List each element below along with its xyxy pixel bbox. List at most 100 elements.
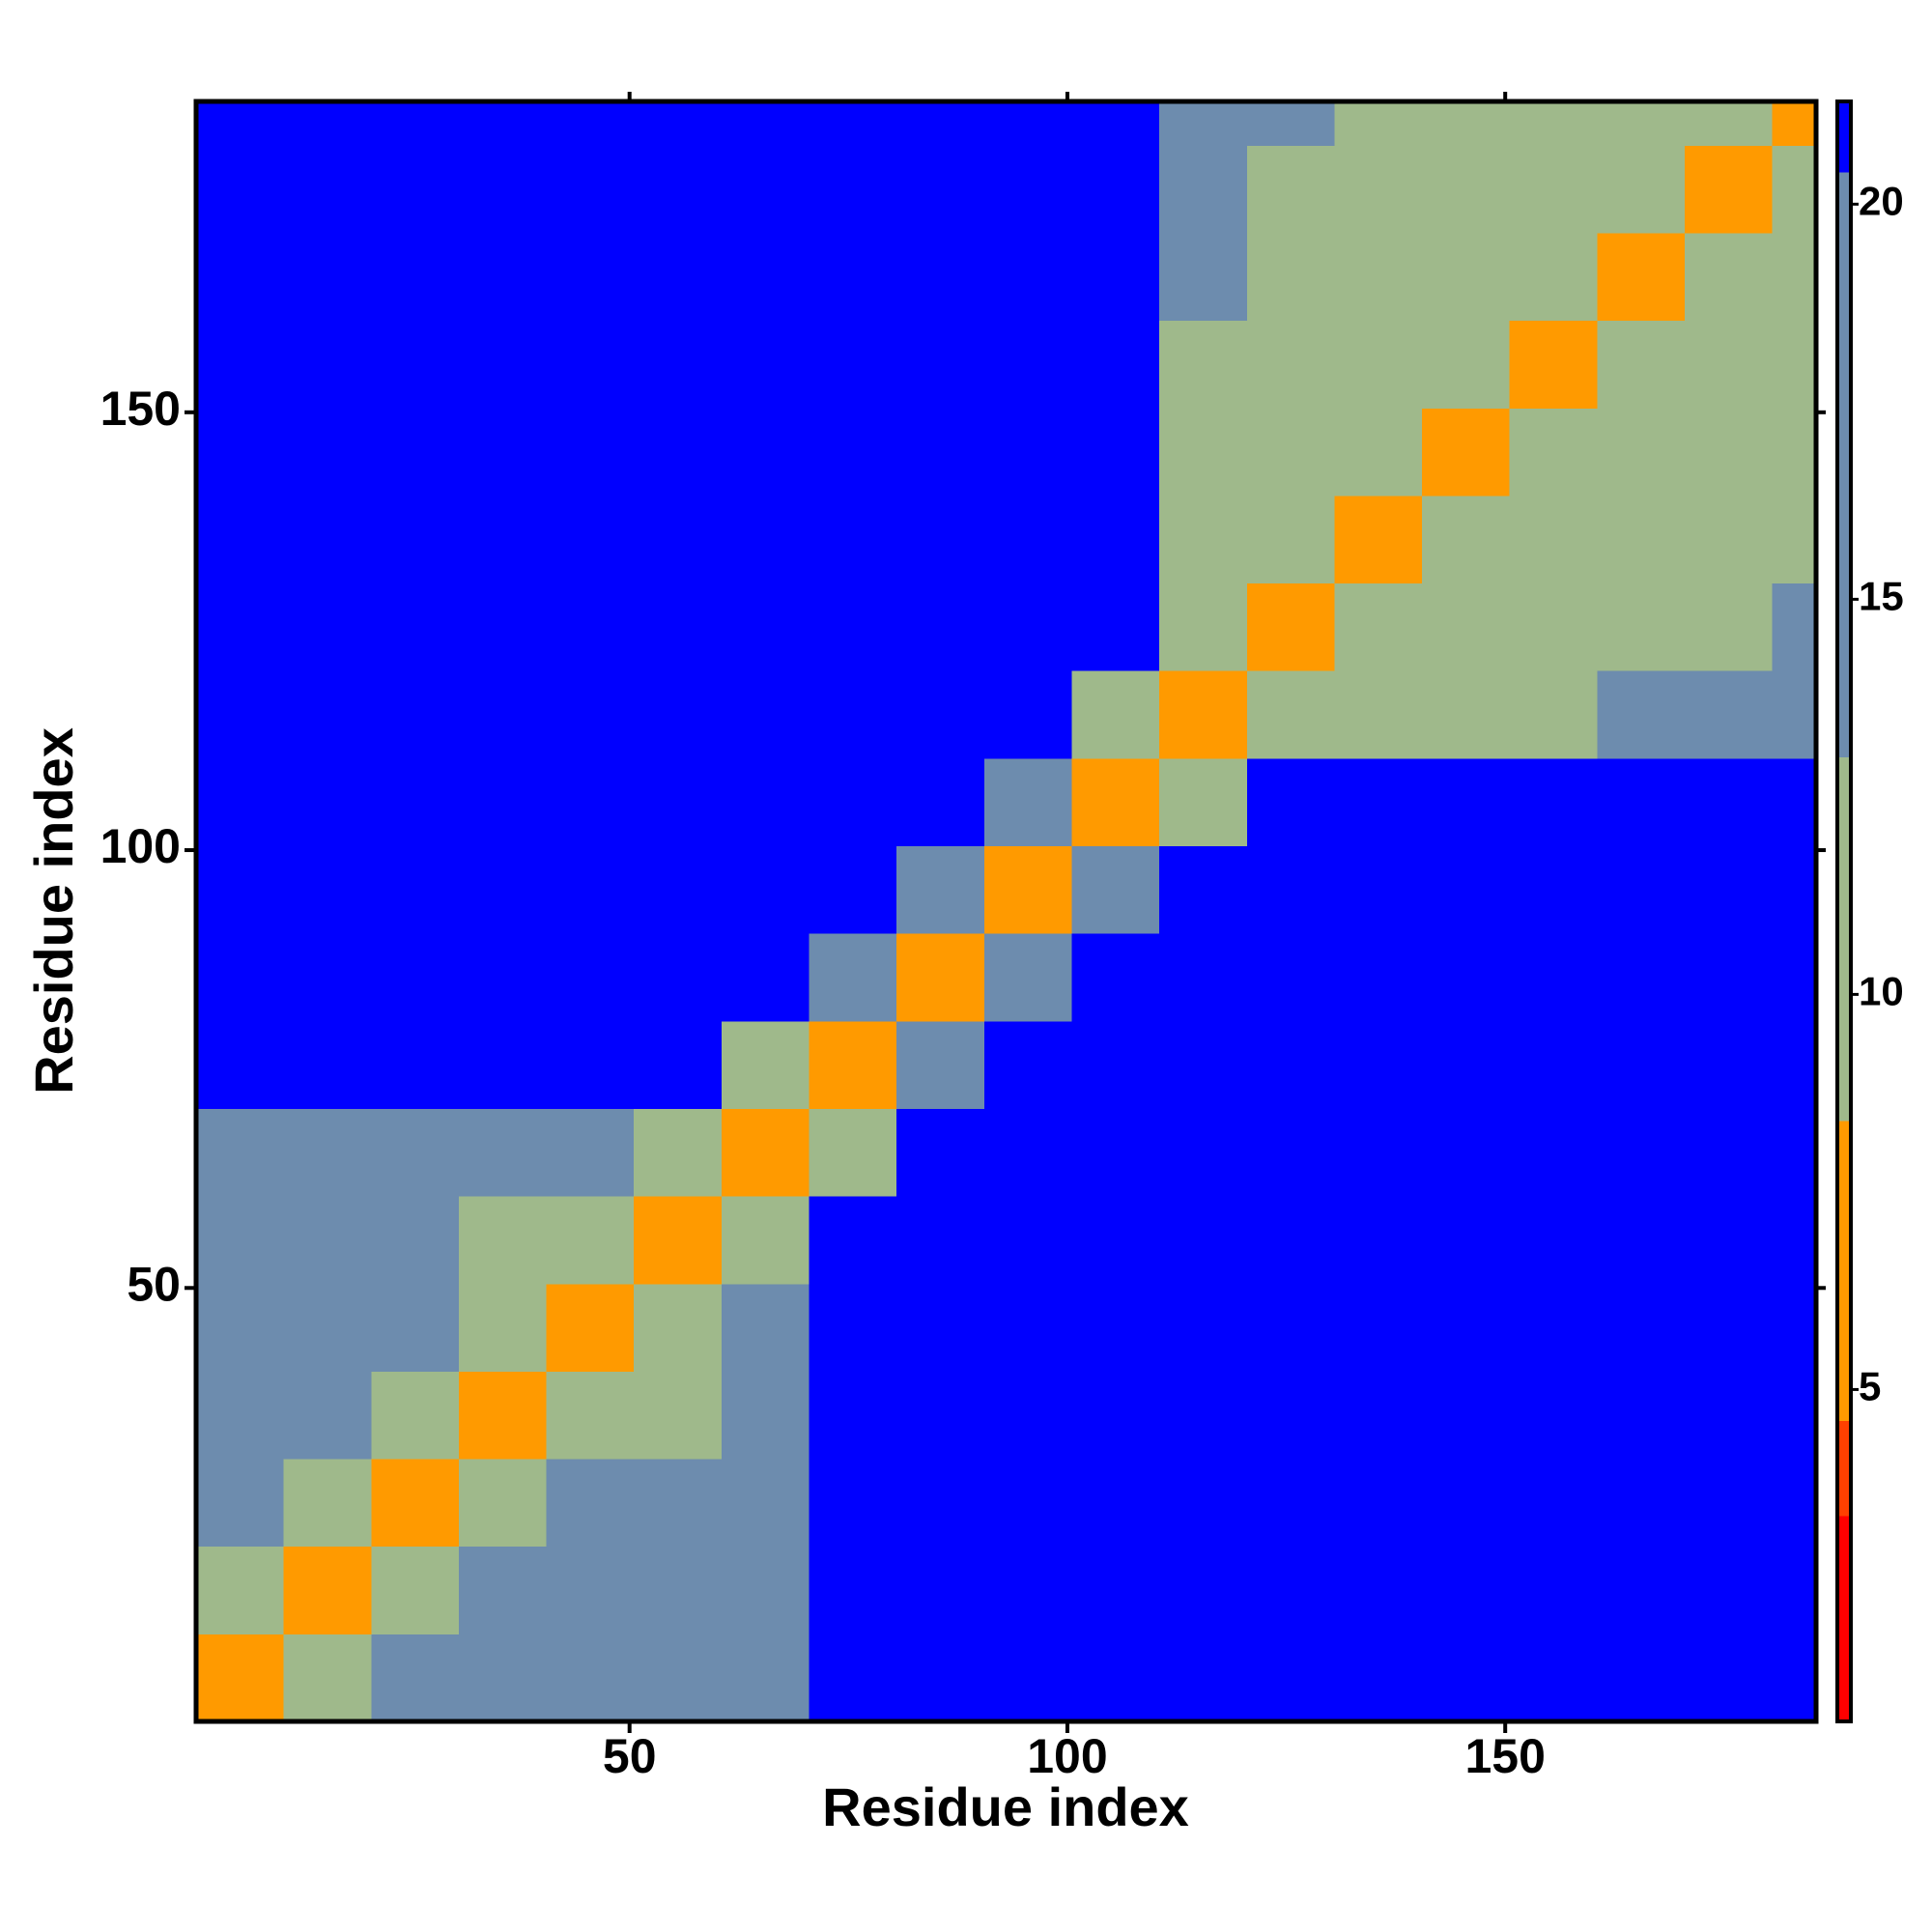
heatmap-cell [1246, 232, 1335, 322]
colorbar-band [1837, 1121, 1851, 1422]
heatmap-cell [1071, 1634, 1160, 1722]
heatmap-cell [983, 495, 1072, 584]
heatmap-cell [1685, 145, 1774, 234]
heatmap-cell [546, 408, 635, 497]
heatmap-cell [458, 1020, 548, 1109]
heatmap-cell [896, 1634, 985, 1722]
heatmap-cell [721, 101, 810, 146]
heatmap-cell [1685, 1634, 1774, 1722]
heatmap-cell [196, 1108, 285, 1197]
heatmap-cell [1246, 933, 1335, 1022]
colorbar-band [1837, 756, 1851, 1122]
heatmap-cell [983, 1371, 1072, 1460]
heatmap-cell [1685, 1283, 1774, 1372]
heatmap-cell [721, 1371, 810, 1460]
heatmap-cell [721, 495, 810, 584]
heatmap-cell [721, 320, 810, 409]
y-tick-label: 100 [100, 819, 181, 873]
heatmap-cell [546, 1108, 635, 1197]
heatmap-cell [1422, 1020, 1511, 1109]
heatmap-cell [809, 582, 897, 671]
heatmap-cell [721, 145, 810, 234]
heatmap-cell [1685, 320, 1774, 409]
heatmap-cell [1597, 408, 1686, 497]
heatmap-cell [1772, 582, 1817, 671]
heatmap-cell [1159, 670, 1248, 759]
heatmap-cell [283, 320, 372, 409]
heatmap-cell [1509, 845, 1598, 934]
heatmap-cell [371, 408, 460, 497]
heatmap-cell [1422, 1459, 1511, 1548]
heatmap-cell [1246, 1108, 1335, 1197]
heatmap-cell [1509, 1108, 1598, 1197]
heatmap-cell [371, 1634, 460, 1722]
heatmap-cell [1159, 1196, 1248, 1285]
heatmap-cell [1334, 408, 1423, 497]
colorbar-band [1837, 1421, 1851, 1517]
heatmap-cell [983, 320, 1072, 409]
heatmap-cell [1334, 845, 1423, 934]
heatmap-cell [896, 933, 985, 1022]
heatmap-cell [1071, 1020, 1160, 1109]
heatmap-cell [1422, 1546, 1511, 1634]
heatmap-cell [371, 1371, 460, 1460]
heatmap-cell [1246, 320, 1335, 409]
heatmap-cell [1597, 1546, 1686, 1634]
heatmap-cell [1246, 582, 1335, 671]
heatmap-cell [1071, 232, 1160, 322]
heatmap-cell [983, 101, 1072, 146]
heatmap-cell [1597, 320, 1686, 409]
heatmap-cell [1772, 1371, 1817, 1460]
heatmap-cell [1597, 1108, 1686, 1197]
heatmap-cell [1334, 582, 1423, 671]
colorbar-band [1837, 172, 1851, 757]
heatmap-cell [546, 1459, 635, 1548]
heatmap-cell [1071, 933, 1160, 1022]
heatmap-cell [1334, 1196, 1423, 1285]
heatmap-cell [983, 582, 1072, 671]
heatmap-cell [1159, 232, 1248, 322]
heatmap-cell [896, 1108, 985, 1197]
heatmap-cell [1597, 670, 1686, 759]
y-axis-title: Residue index [23, 727, 84, 1094]
heatmap-cell [1334, 1634, 1423, 1722]
heatmap-cell [458, 1459, 548, 1548]
heatmap-cell [809, 757, 897, 847]
heatmap-cell [1597, 582, 1686, 671]
heatmap-cell [371, 320, 460, 409]
colorbar-tick-label: 10 [1859, 968, 1904, 1013]
heatmap-cell [1772, 495, 1817, 584]
colorbar-tick-label: 5 [1859, 1364, 1881, 1409]
heatmap-cell [896, 1546, 985, 1634]
heatmap-cell [721, 582, 810, 671]
heatmap-cell [983, 1108, 1072, 1197]
heatmap-cell [809, 408, 897, 497]
heatmap-cell [1597, 1459, 1686, 1548]
heatmap-cell [634, 1108, 723, 1197]
heatmap-cell [458, 1196, 548, 1285]
heatmap-cell [196, 1459, 285, 1548]
heatmap-cell [1772, 1283, 1817, 1372]
heatmap-cell [1334, 933, 1423, 1022]
heatmap-cell [1422, 1283, 1511, 1372]
heatmap-cell [1597, 101, 1686, 146]
heatmap-cell [809, 320, 897, 409]
heatmap-cell [196, 408, 285, 497]
heatmap-cell [809, 145, 897, 234]
heatmap-cell [1334, 495, 1423, 584]
heatmap-cell [196, 845, 285, 934]
heatmap-cell [721, 1196, 810, 1285]
heatmap-cell [1422, 1196, 1511, 1285]
heatmap-cell [721, 933, 810, 1022]
heatmap-cell [1246, 1371, 1335, 1460]
heatmap-cell [1159, 101, 1248, 146]
heatmap-cell [983, 1020, 1072, 1109]
heatmap-cell [1334, 145, 1423, 234]
heatmap-cell [983, 408, 1072, 497]
heatmap-cell [1246, 495, 1335, 584]
heatmap-cell [371, 582, 460, 671]
heatmap-cell [1334, 1283, 1423, 1372]
heatmap-cell [634, 320, 723, 409]
heatmap-cell [1772, 1459, 1817, 1548]
